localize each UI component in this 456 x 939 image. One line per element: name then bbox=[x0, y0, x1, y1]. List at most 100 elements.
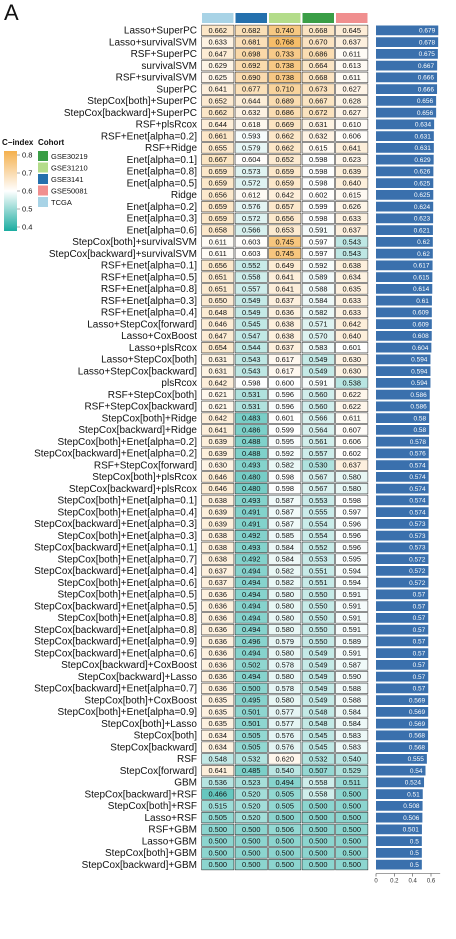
heatmap-cell bbox=[301, 295, 335, 307]
cell-value: 0.545 bbox=[242, 320, 261, 329]
heatmap-cell bbox=[201, 330, 235, 342]
heatmap-cell bbox=[268, 248, 302, 260]
heatmap-cell bbox=[268, 83, 302, 95]
heatmap-cell bbox=[301, 201, 335, 213]
heatmap-cell bbox=[335, 436, 369, 448]
heatmap-cell bbox=[301, 823, 335, 835]
cell-value: 0.636 bbox=[209, 613, 228, 622]
heatmap-cell bbox=[201, 118, 235, 130]
heatmap-cell bbox=[268, 118, 302, 130]
mean-bar bbox=[376, 824, 422, 835]
cell-value: 0.591 bbox=[309, 226, 328, 235]
heatmap-cell bbox=[301, 95, 335, 107]
mean-bar-value: 0.573 bbox=[409, 545, 426, 552]
cell-value: 0.549 bbox=[309, 367, 328, 376]
row-label: RSF+Enet[alpha=0.2] bbox=[101, 131, 197, 142]
cell-value: 0.577 bbox=[276, 719, 295, 728]
cell-value: 0.672 bbox=[309, 108, 328, 117]
cell-value: 0.673 bbox=[309, 85, 328, 94]
cell-value: 0.689 bbox=[276, 96, 295, 105]
cell-value: 0.511 bbox=[343, 778, 361, 787]
heatmap-cell bbox=[301, 142, 335, 154]
cell-value: 0.662 bbox=[276, 132, 295, 141]
cell-value: 0.615 bbox=[309, 143, 328, 152]
cell-value: 0.584 bbox=[343, 707, 362, 716]
heatmap-cell bbox=[201, 612, 235, 624]
heatmap-cell bbox=[201, 577, 235, 589]
row-label: StepCox[backward]+plsRcox bbox=[69, 484, 197, 495]
row-label: StepCox[both]+RSF bbox=[108, 801, 197, 812]
row-label: Enet[alpha=0.8] bbox=[127, 167, 198, 178]
cell-value: 0.611 bbox=[343, 73, 361, 82]
cell-value: 0.554 bbox=[309, 531, 328, 540]
heatmap-cell bbox=[268, 741, 302, 753]
cell-value: 0.659 bbox=[209, 167, 228, 176]
mean-bar bbox=[376, 307, 432, 318]
heatmap-cell bbox=[268, 436, 302, 448]
cell-value: 0.584 bbox=[276, 543, 295, 552]
heatmap-cell bbox=[234, 483, 268, 495]
heatmap-cell bbox=[335, 800, 369, 812]
cell-value: 0.618 bbox=[242, 120, 261, 129]
cell-value: 0.500 bbox=[242, 825, 261, 834]
cell-value: 0.594 bbox=[343, 566, 362, 575]
cell-value: 0.580 bbox=[276, 696, 295, 705]
heatmap-cell bbox=[234, 823, 268, 835]
heatmap-cell bbox=[268, 800, 302, 812]
heatmap-cell bbox=[335, 753, 369, 765]
mean-bar-value: 0.57 bbox=[413, 639, 426, 646]
heatmap-cell bbox=[268, 447, 302, 459]
heatmap-cell bbox=[268, 400, 302, 412]
row-label: RSF+Enet[alpha=0.5] bbox=[101, 272, 197, 283]
cell-value: 0.579 bbox=[242, 143, 261, 152]
cell-value: 0.494 bbox=[242, 578, 261, 587]
cell-value: 0.651 bbox=[209, 273, 228, 282]
cell-value: 0.738 bbox=[276, 61, 295, 70]
mean-bar bbox=[376, 483, 429, 494]
cell-value: 0.549 bbox=[242, 308, 261, 317]
cell-value: 0.494 bbox=[242, 672, 261, 681]
cindex-tick-label: 0.7 bbox=[22, 169, 32, 178]
cell-value: 0.500 bbox=[343, 848, 362, 857]
cell-value: 0.540 bbox=[343, 754, 362, 763]
mean-bar-value: 0.625 bbox=[414, 192, 431, 199]
cell-value: 0.520 bbox=[242, 813, 261, 822]
cell-value: 0.580 bbox=[343, 472, 362, 481]
cell-value: 0.494 bbox=[242, 566, 261, 575]
cell-value: 0.740 bbox=[276, 26, 295, 35]
cindex-tick-label: 0.8 bbox=[22, 151, 32, 160]
cell-value: 0.571 bbox=[309, 320, 328, 329]
row-label: StepCox[both]+Enet[alpha=0.5] bbox=[57, 590, 197, 601]
heatmap-cell bbox=[201, 788, 235, 800]
cell-value: 0.532 bbox=[309, 754, 328, 763]
cell-value: 0.545 bbox=[309, 743, 328, 752]
cell-value: 0.738 bbox=[276, 73, 295, 82]
heatmap-cell bbox=[335, 600, 369, 612]
mean-bar bbox=[376, 131, 434, 141]
heatmap-cell bbox=[301, 706, 335, 718]
heatmap-cell bbox=[201, 353, 235, 365]
cell-value: 0.547 bbox=[242, 331, 261, 340]
cell-value: 0.486 bbox=[242, 425, 261, 434]
heatmap-cell bbox=[201, 154, 235, 166]
heatmap-cell bbox=[268, 859, 302, 871]
cell-value: 0.536 bbox=[209, 778, 228, 787]
column-header-GSE30219 bbox=[302, 13, 334, 23]
cell-value: 0.561 bbox=[309, 437, 328, 446]
mean-bar-value: 0.572 bbox=[409, 556, 426, 563]
row-label: Lasso+plsRcox bbox=[129, 343, 197, 354]
row-label: RSF bbox=[177, 754, 197, 765]
mean-bar bbox=[376, 589, 429, 600]
mean-bar bbox=[376, 366, 431, 376]
cell-value: 0.577 bbox=[276, 707, 295, 716]
row-label: RSF+survivalSVM bbox=[116, 73, 197, 84]
heatmap-cell bbox=[335, 612, 369, 624]
mean-bar-value: 0.609 bbox=[413, 310, 430, 317]
mean-bar bbox=[376, 859, 422, 870]
heatmap-cell bbox=[301, 494, 335, 506]
cell-value: 0.500 bbox=[309, 813, 328, 822]
cell-value: 0.591 bbox=[343, 602, 362, 611]
heatmap-cell bbox=[268, 494, 302, 506]
cell-value: 0.566 bbox=[309, 414, 328, 423]
cell-value: 0.647 bbox=[209, 331, 228, 340]
